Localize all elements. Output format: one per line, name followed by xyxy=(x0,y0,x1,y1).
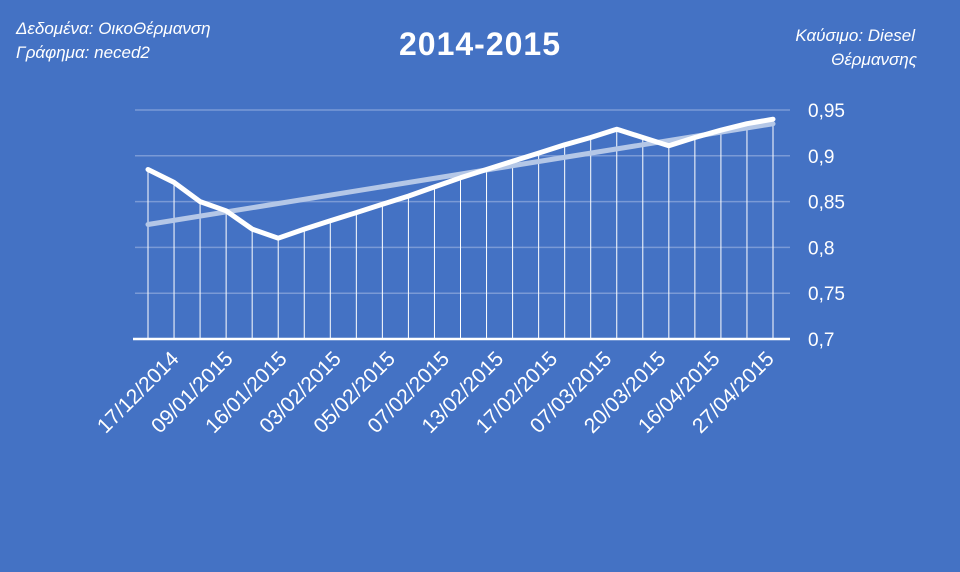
data-point xyxy=(224,208,229,213)
data-point xyxy=(536,151,541,156)
chart-title: 2014-2015 xyxy=(398,26,562,62)
chart-author-label: Γράφημα: neced2 xyxy=(16,43,150,62)
data-point xyxy=(198,199,203,204)
data-point xyxy=(276,236,281,241)
data-point xyxy=(458,175,463,180)
data-point xyxy=(354,210,359,215)
y-tick-label: 0,7 xyxy=(808,330,834,351)
data-point xyxy=(614,127,619,132)
data-source-label: Δεδομένα: ΟικοΘέρμανση xyxy=(16,19,211,38)
fuel-type-line2: Θέρμανσης xyxy=(831,50,917,69)
data-point xyxy=(432,184,437,189)
y-tick-label: 0,8 xyxy=(808,238,834,259)
data-point xyxy=(588,135,593,140)
data-point xyxy=(406,194,411,199)
data-point xyxy=(744,121,749,126)
data-point xyxy=(640,135,645,140)
data-point xyxy=(692,135,697,140)
data-point xyxy=(302,227,307,232)
data-point xyxy=(484,167,489,172)
data-point xyxy=(666,143,671,148)
data-point xyxy=(510,159,515,164)
data-point xyxy=(250,227,255,232)
data-point xyxy=(562,142,567,147)
y-tick-label: 0,75 xyxy=(808,284,845,305)
data-point xyxy=(718,128,723,133)
data-point xyxy=(146,167,150,172)
fuel-type-line1: Καύσιμο: Diesel xyxy=(795,26,915,45)
data-point xyxy=(328,218,333,223)
y-tick-label: 0,95 xyxy=(808,101,845,122)
y-tick-label: 0,9 xyxy=(808,147,834,168)
fuel-type-label: Καύσιμο: Diesel Θέρμανσης xyxy=(795,24,917,72)
data-point xyxy=(380,202,385,207)
trendline xyxy=(145,121,776,227)
chart-notes-left: Δεδομένα: ΟικοΘέρμανση Γράφημα: neced2 xyxy=(16,17,211,65)
data-point xyxy=(172,180,177,185)
y-tick-label: 0,85 xyxy=(808,193,845,214)
data-point xyxy=(771,117,775,122)
